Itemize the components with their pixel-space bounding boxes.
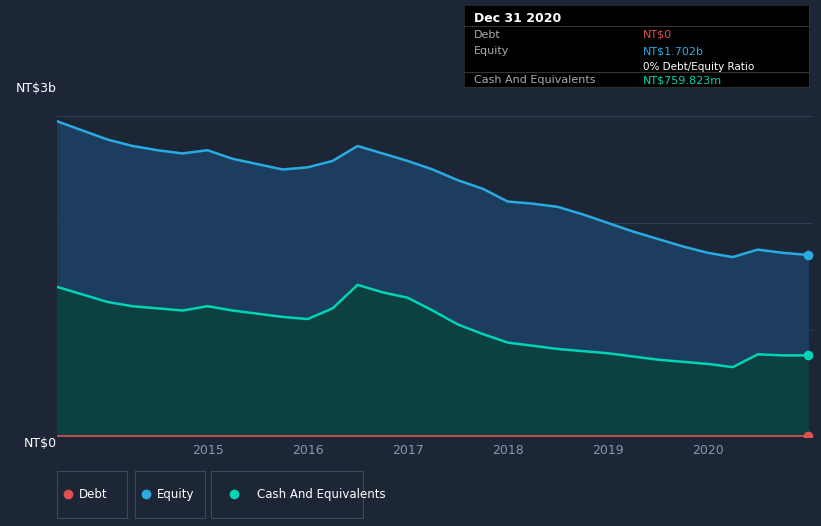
Text: NT$0: NT$0 xyxy=(643,29,672,40)
Text: Equity: Equity xyxy=(475,46,510,56)
Text: NT$0: NT$0 xyxy=(24,437,57,450)
Text: Equity: Equity xyxy=(157,488,194,501)
Text: Dec 31 2020: Dec 31 2020 xyxy=(475,12,562,25)
Text: Debt: Debt xyxy=(79,488,107,501)
Text: Cash And Equivalents: Cash And Equivalents xyxy=(257,488,385,501)
Text: Debt: Debt xyxy=(475,29,501,40)
Text: 0% Debt/Equity Ratio: 0% Debt/Equity Ratio xyxy=(643,63,754,73)
Text: Cash And Equivalents: Cash And Equivalents xyxy=(475,75,596,85)
Text: NT$3b: NT$3b xyxy=(16,82,57,95)
Text: NT$1.702b: NT$1.702b xyxy=(643,46,704,56)
Text: NT$759.823m: NT$759.823m xyxy=(643,75,722,85)
